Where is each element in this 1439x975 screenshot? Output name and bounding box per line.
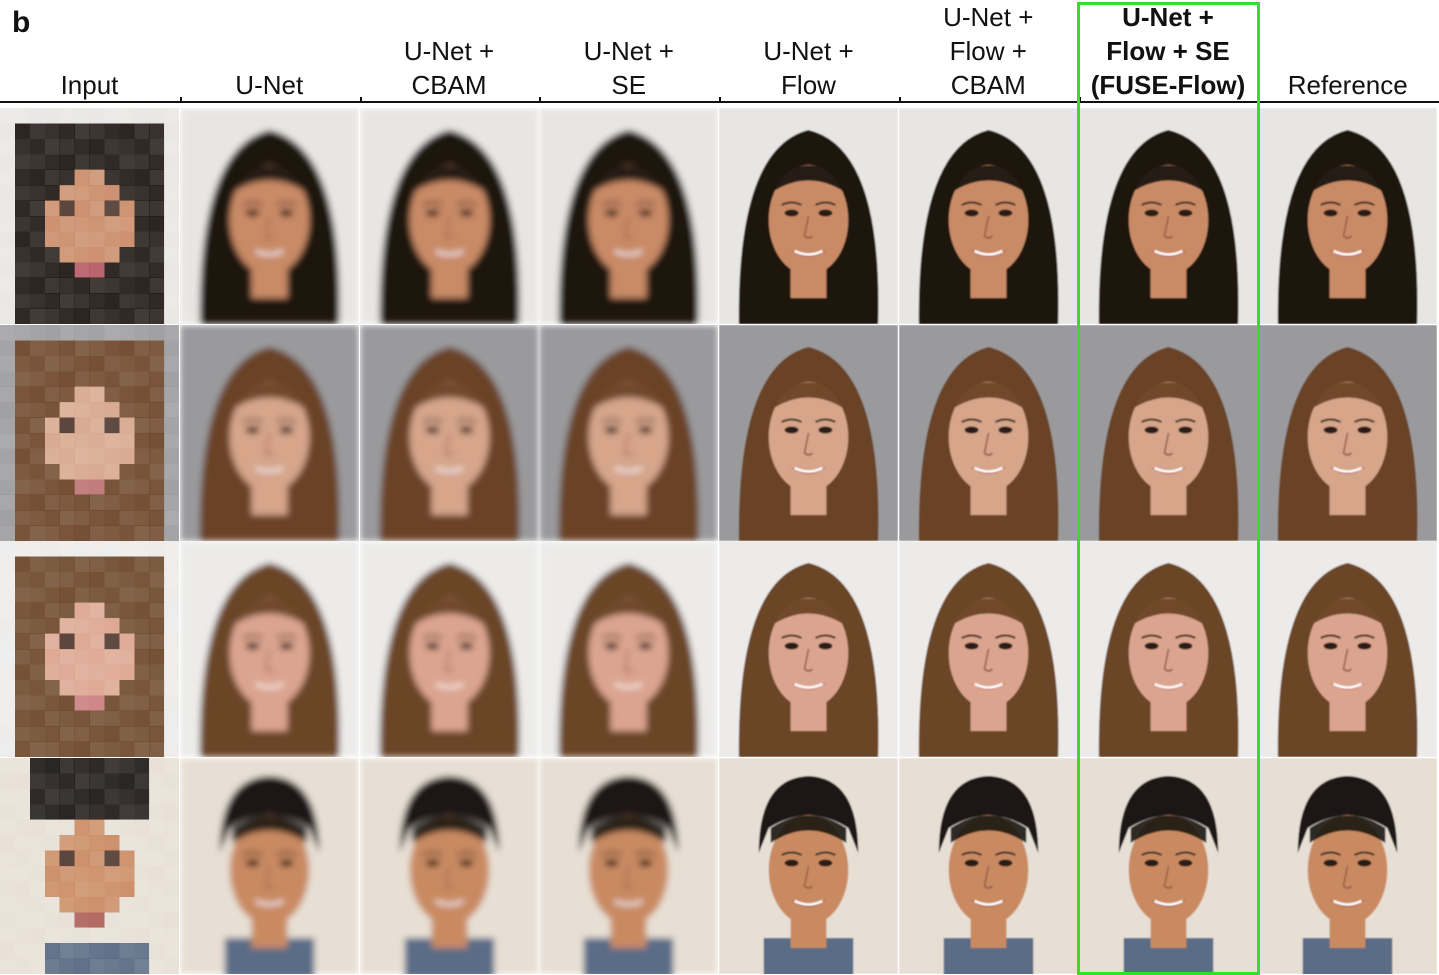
face-image (1258, 541, 1438, 757)
face-cell (0, 757, 179, 974)
column-header-line: Flow + SE (1106, 36, 1230, 66)
face-cell (1258, 757, 1438, 974)
face-cell (898, 108, 1078, 324)
face-image (359, 541, 539, 757)
face-image (719, 108, 898, 324)
header-tick (719, 97, 721, 103)
column-header-line: Input (60, 70, 119, 100)
pixelated-input-image (0, 541, 179, 757)
face-cell (1258, 541, 1438, 757)
column-header-line: CBAM (950, 70, 1026, 100)
face-cell (1078, 541, 1258, 757)
column-header: U-Net + CBAM (360, 0, 539, 102)
face-image (1258, 324, 1438, 541)
face-cell (179, 324, 359, 541)
column-header: U-Net + Flow (719, 0, 898, 102)
face-image (359, 757, 539, 974)
column-header-line: SE (611, 70, 647, 100)
column-header-line: U-Net (235, 70, 304, 100)
face-cell (359, 541, 539, 757)
column-header-line: Flow + (949, 36, 1027, 66)
face-cell (539, 324, 719, 541)
column-header: Reference (1258, 0, 1437, 102)
face-cell (898, 757, 1078, 974)
face-image (1258, 757, 1438, 974)
column-header-line: (FUSE-Flow) (1090, 70, 1246, 100)
face-cell (179, 757, 359, 974)
face-image (1258, 108, 1438, 324)
face-cell (898, 324, 1078, 541)
face-cell (539, 541, 719, 757)
face-cell (1258, 108, 1438, 324)
column-header-line: U-Net + (763, 36, 854, 66)
face-image (1078, 324, 1258, 541)
face-image (179, 108, 359, 324)
column-header-line: Reference (1287, 70, 1408, 100)
face-image (898, 757, 1078, 974)
pixelated-input-image (0, 324, 179, 541)
face-cell (719, 324, 898, 541)
face-image (179, 324, 359, 541)
face-image (1078, 541, 1258, 757)
column-header-line: U-Net + (403, 36, 495, 66)
face-image (1078, 757, 1258, 974)
column-header-line: Flow (781, 70, 836, 100)
column-header-line: U-Net + (1122, 2, 1214, 32)
face-cell (0, 108, 179, 324)
pixelated-input-image (0, 108, 179, 324)
column-header: U-Net + Flow + CBAM (899, 0, 1078, 102)
face-image (179, 541, 359, 757)
column-header-line: U-Net + (943, 2, 1034, 32)
face-image (539, 757, 719, 974)
face-image (898, 324, 1078, 541)
face-image (898, 108, 1078, 324)
face-image (1078, 108, 1258, 324)
face-image (898, 541, 1078, 757)
face-cell (1078, 757, 1258, 974)
face-cell (359, 324, 539, 541)
face-image (719, 757, 898, 974)
face-cell (0, 541, 179, 757)
face-cell (179, 541, 359, 757)
header-tick (1078, 97, 1081, 103)
face-cell (898, 541, 1078, 757)
header-tick (1258, 97, 1261, 103)
column-header: U-Net (180, 0, 359, 102)
face-cell (539, 108, 719, 324)
face-cell (539, 757, 719, 974)
face-cell (1078, 108, 1258, 324)
face-cell (359, 757, 539, 974)
face-cell (179, 108, 359, 324)
face-cell (1258, 324, 1438, 541)
column-header: Input (0, 0, 179, 102)
pixelated-input-image (0, 757, 179, 974)
header-tick (179, 97, 182, 103)
face-image (539, 541, 719, 757)
face-cell (0, 324, 179, 541)
face-image (539, 108, 719, 324)
face-image (359, 324, 539, 541)
face-cell (359, 108, 539, 324)
face-image (719, 324, 898, 541)
header-tick (359, 97, 362, 103)
face-cell (1078, 324, 1258, 541)
panel-label: b (12, 6, 31, 39)
column-header-line: CBAM (411, 70, 487, 100)
face-image (539, 324, 719, 541)
column-header: U-Net + Flow + SE (FUSE-Flow) (1079, 0, 1258, 102)
column-header-line: U-Net + (583, 36, 674, 66)
face-cell (719, 108, 898, 324)
header-tick (539, 97, 542, 103)
header-tick (898, 97, 901, 103)
face-image (719, 541, 898, 757)
face-image (179, 757, 359, 974)
face-image (359, 108, 539, 324)
column-header: U-Net + SE (539, 0, 718, 102)
face-cell (719, 757, 898, 974)
image-grid (0, 108, 1439, 975)
face-cell (719, 541, 898, 757)
